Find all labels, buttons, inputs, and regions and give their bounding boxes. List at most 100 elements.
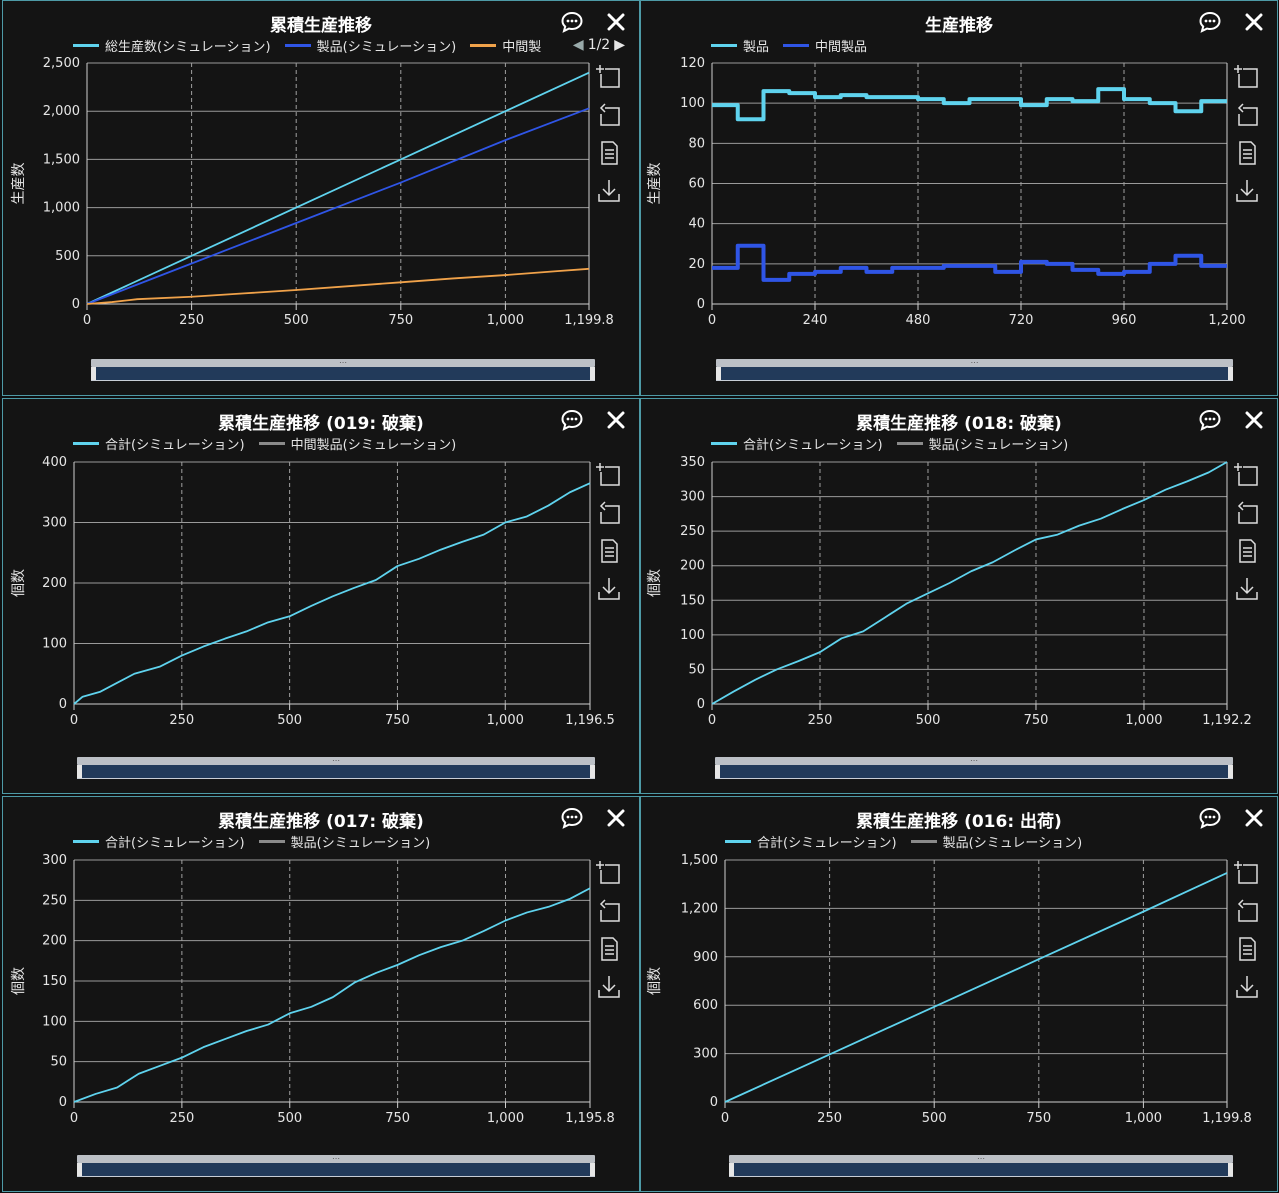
chart-title: 累積生産推移 (270, 16, 372, 36)
chart-svg: 0 20 40 60 80 100 120 0 240 480 720 960 1,200 生産数 (647, 56, 1246, 328)
range-handle-left[interactable] (91, 367, 96, 380)
download-icon[interactable] (595, 177, 623, 205)
scrollbar-track[interactable] (77, 765, 595, 779)
scrollbar-track[interactable] (729, 1163, 1233, 1177)
undo-icon[interactable] (1233, 101, 1261, 129)
close-icon[interactable] (603, 408, 629, 432)
document-icon[interactable] (595, 139, 623, 167)
close-icon[interactable] (603, 806, 629, 830)
range-scrollbar[interactable]: ⋯ (729, 1155, 1233, 1177)
close-icon[interactable] (603, 10, 629, 34)
legend-item[interactable]: 製品(シミュレーション) (258, 832, 430, 851)
legend-item[interactable]: 中間製品 (783, 36, 867, 55)
range-handle-left[interactable] (716, 367, 721, 380)
scrollbar-track[interactable] (716, 367, 1233, 381)
zoom-in-icon[interactable] (1233, 461, 1261, 489)
legend-item[interactable]: 合計(シミュレーション) (725, 832, 897, 851)
comment-icon[interactable] (559, 10, 585, 34)
scrollbar-thumb[interactable]: ⋯ (77, 757, 595, 765)
x-tick-label: 1,199.8 (1202, 1111, 1252, 1126)
legend-item[interactable]: 製品(シミュレーション) (284, 36, 456, 55)
pager-next-icon[interactable]: ▶ (614, 37, 625, 53)
document-icon[interactable] (1233, 537, 1261, 565)
comment-icon[interactable] (559, 806, 585, 830)
document-icon[interactable] (1233, 139, 1261, 167)
legend-item[interactable]: 合計(シミュレーション) (73, 434, 245, 453)
y-tick-label: 500 (55, 249, 80, 264)
close-icon[interactable] (1241, 10, 1267, 34)
legend-item[interactable]: 中間製 (470, 36, 541, 55)
legend-label: 中間製品(シミュレーション) (290, 438, 457, 453)
scrollbar-thumb[interactable]: ⋯ (91, 359, 595, 367)
legend: 合計(シミュレーション) 製品(シミュレーション) (711, 434, 1068, 453)
y-tick-label: 50 (688, 662, 705, 677)
range-handle-right[interactable] (1228, 765, 1233, 778)
range-handle-left[interactable] (77, 765, 82, 778)
range-handle-right[interactable] (590, 765, 595, 778)
undo-icon[interactable] (595, 897, 623, 925)
scrollbar-track[interactable] (715, 765, 1233, 779)
close-icon[interactable] (1241, 806, 1267, 830)
zoom-in-icon[interactable] (1233, 859, 1261, 887)
download-icon[interactable] (1233, 177, 1261, 205)
legend-item[interactable]: 製品(シミュレーション) (910, 832, 1083, 851)
download-icon[interactable] (595, 575, 623, 603)
undo-icon[interactable] (1233, 499, 1261, 527)
zoom-in-icon[interactable] (595, 859, 623, 887)
legend-label: 製品(シミュレーション) (942, 836, 1083, 851)
x-tick-label: 750 (385, 713, 410, 728)
legend-item[interactable]: 合計(シミュレーション) (711, 434, 883, 453)
legend-swatch (725, 840, 751, 843)
range-handle-right[interactable] (1228, 367, 1233, 380)
undo-icon[interactable] (595, 499, 623, 527)
document-icon[interactable] (595, 537, 623, 565)
range-handle-right[interactable] (1228, 1163, 1233, 1176)
comment-icon[interactable] (1197, 408, 1223, 432)
download-icon[interactable] (1233, 575, 1261, 603)
range-scrollbar[interactable]: ⋯ (716, 359, 1233, 381)
range-handle-right[interactable] (590, 367, 595, 380)
zoom-in-icon[interactable] (595, 63, 623, 91)
comment-icon[interactable] (1197, 806, 1223, 830)
document-icon[interactable] (1233, 935, 1261, 963)
range-scrollbar[interactable]: ⋯ (77, 757, 595, 779)
close-icon[interactable] (1241, 408, 1267, 432)
scrollbar-thumb[interactable]: ⋯ (77, 1155, 595, 1163)
range-handle-left[interactable] (729, 1163, 734, 1176)
y-tick-label: 250 (680, 524, 705, 539)
zoom-in-icon[interactable] (595, 461, 623, 489)
zoom-in-icon[interactable] (1233, 63, 1261, 91)
x-tick-label: 0 (708, 313, 716, 328)
document-icon[interactable] (595, 935, 623, 963)
comment-icon[interactable] (559, 408, 585, 432)
scrollbar-track[interactable] (91, 367, 595, 381)
chart-toolbar (1233, 461, 1261, 603)
y-tick-label: 150 (42, 974, 67, 989)
x-tick-label: 750 (1024, 713, 1049, 728)
scrollbar-thumb[interactable]: ⋯ (715, 757, 1233, 765)
download-icon[interactable] (595, 973, 623, 1001)
x-tick-label: 1,192.2 (1202, 713, 1252, 728)
range-handle-right[interactable] (590, 1163, 595, 1176)
comment-icon[interactable] (1197, 10, 1223, 34)
scrollbar-track[interactable] (77, 1163, 595, 1177)
chart-toolbar (595, 63, 623, 205)
undo-icon[interactable] (1233, 897, 1261, 925)
pager-prev-icon[interactable]: ◀ (572, 37, 584, 53)
range-handle-left[interactable] (715, 765, 720, 778)
range-scrollbar[interactable]: ⋯ (91, 359, 595, 381)
legend-item[interactable]: 合計(シミュレーション) (73, 832, 245, 851)
range-scrollbar[interactable]: ⋯ (715, 757, 1233, 779)
scrollbar-thumb[interactable]: ⋯ (716, 359, 1233, 367)
legend-item[interactable]: 中間製品(シミュレーション) (258, 434, 457, 453)
legend-item[interactable]: 製品 (711, 36, 769, 55)
undo-icon[interactable] (595, 101, 623, 129)
range-handle-left[interactable] (77, 1163, 82, 1176)
legend-swatch (711, 44, 737, 47)
download-icon[interactable] (1233, 973, 1261, 1001)
x-tick-label: 250 (179, 313, 204, 328)
range-scrollbar[interactable]: ⋯ (77, 1155, 595, 1177)
legend-item[interactable]: 総生産数(シミュレーション) (73, 36, 271, 55)
scrollbar-thumb[interactable]: ⋯ (729, 1155, 1233, 1163)
legend-item[interactable]: 製品(シミュレーション) (896, 434, 1068, 453)
